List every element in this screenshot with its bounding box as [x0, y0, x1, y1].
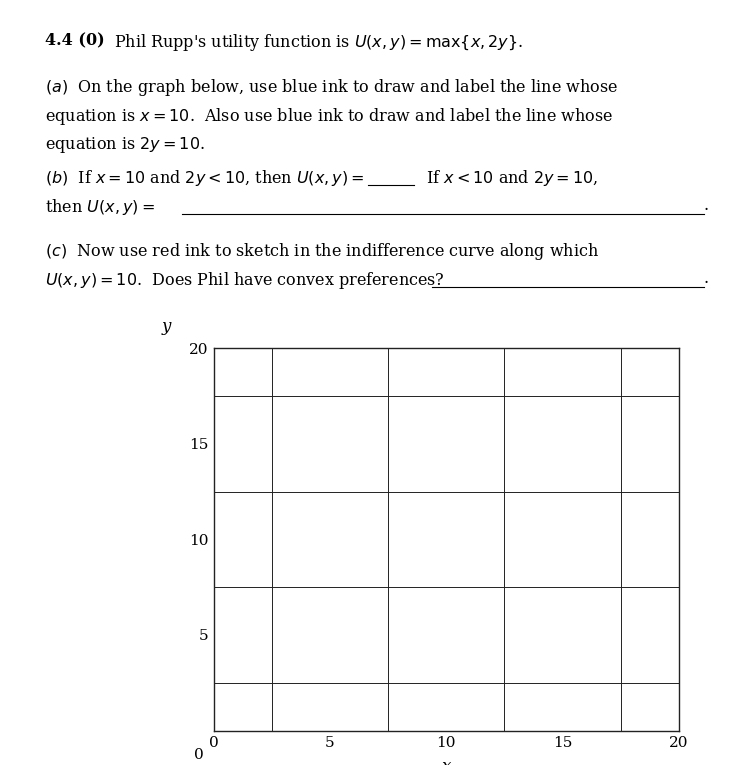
- Text: $(a)$  On the graph below, use blue ink to draw and label the line whose: $(a)$ On the graph below, use blue ink t…: [45, 76, 618, 97]
- Text: $y$: $y$: [161, 320, 173, 337]
- Text: $(c)$  Now use red ink to sketch in the indifference curve along which: $(c)$ Now use red ink to sketch in the i…: [45, 241, 599, 262]
- Text: then $U(x, y) =$: then $U(x, y) =$: [45, 197, 154, 217]
- Text: If $x < 10$ and $2y = 10$,: If $x < 10$ and $2y = 10$,: [416, 168, 598, 188]
- X-axis label: $x$: $x$: [441, 758, 452, 765]
- Text: $(b)$  If $x = 10$ and $2y < 10$, then $U(x, y) =$: $(b)$ If $x = 10$ and $2y < 10$, then $U…: [45, 168, 364, 188]
- Text: .: .: [704, 197, 709, 214]
- Text: equation is $x = 10$.  Also use blue ink to draw and label the line whose: equation is $x = 10$. Also use blue ink …: [45, 106, 614, 126]
- Text: .: .: [704, 270, 709, 287]
- Text: equation is $2y = 10$.: equation is $2y = 10$.: [45, 135, 205, 155]
- Text: 0: 0: [194, 748, 204, 762]
- Text: $U(x, y) = 10$.  Does Phil have convex preferences?: $U(x, y) = 10$. Does Phil have convex pr…: [45, 270, 445, 291]
- Text: 4.4 (0): 4.4 (0): [45, 32, 104, 49]
- Text: Phil Rupp's utility function is $U(x, y) = \max\{x, 2y\}$.: Phil Rupp's utility function is $U(x, y)…: [114, 32, 524, 53]
